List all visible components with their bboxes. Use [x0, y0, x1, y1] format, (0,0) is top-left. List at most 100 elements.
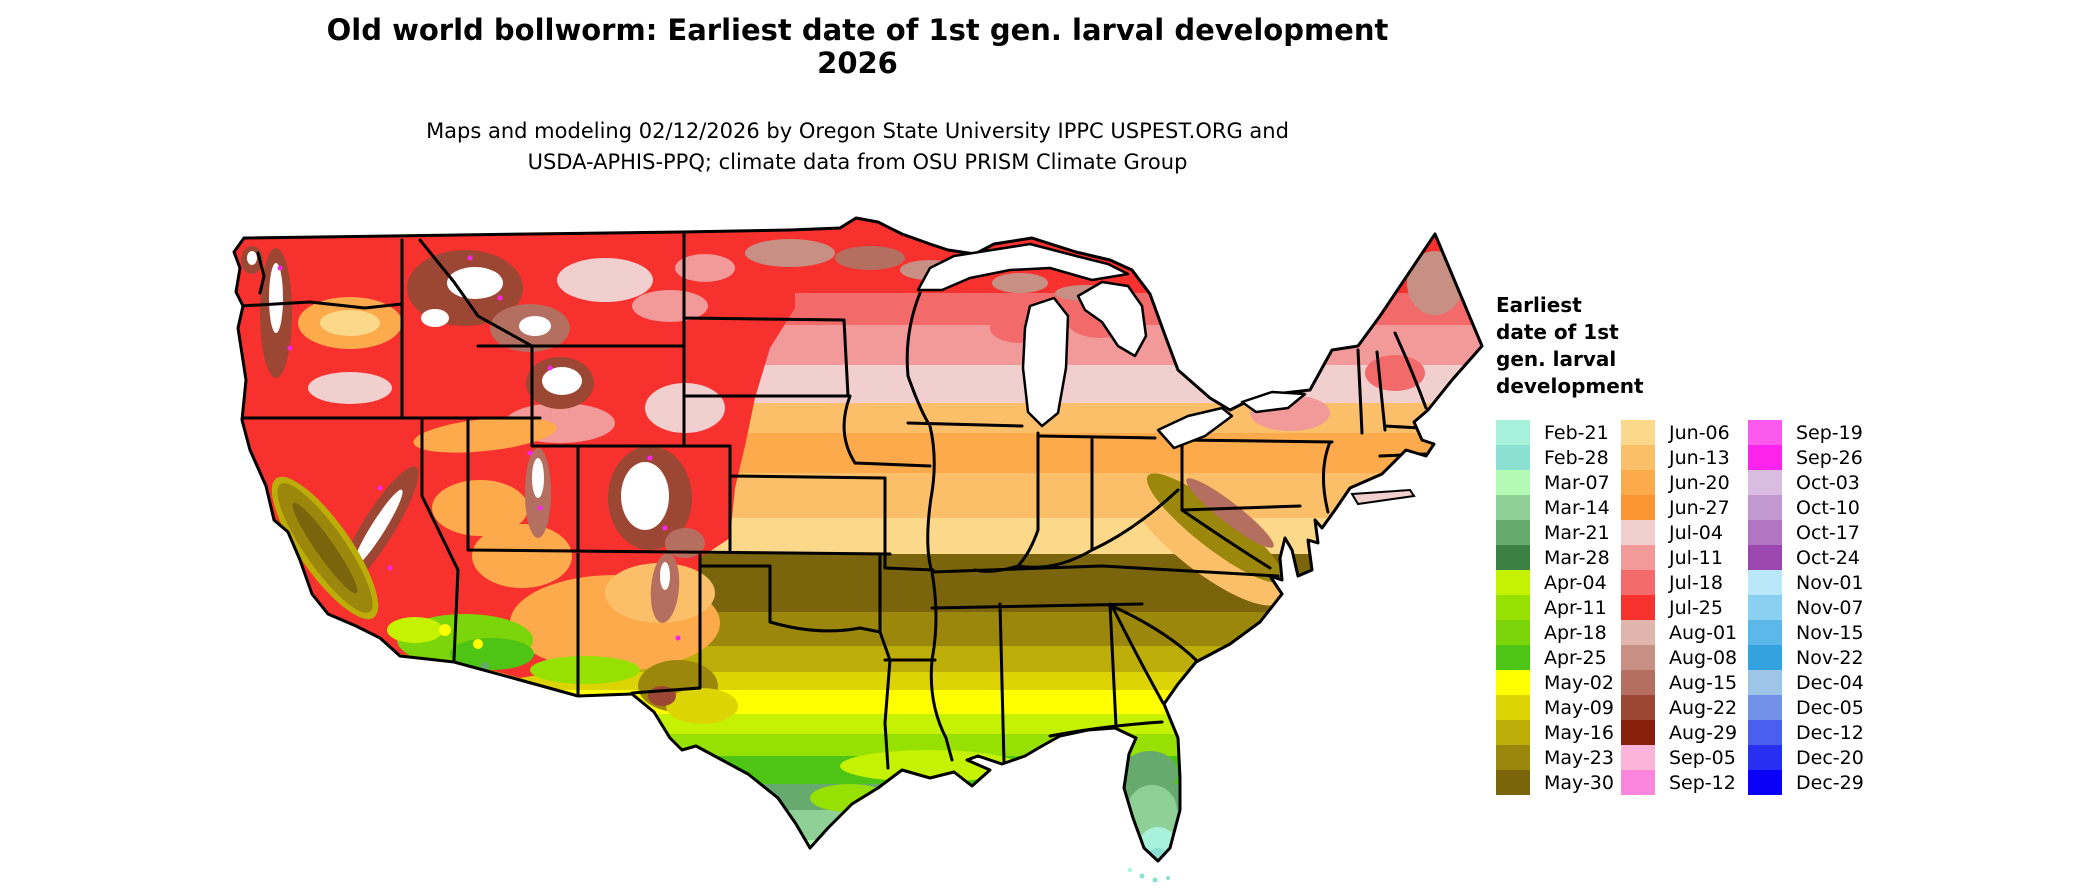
- subtitle-block: Maps and modeling 02/12/2026 by Oregon S…: [230, 116, 1485, 178]
- legend-swatch: [1621, 495, 1655, 520]
- legend-label: Jul-18: [1669, 571, 1723, 594]
- legend-entry: Dec-20: [1748, 745, 1864, 770]
- legend-label: Jun-13: [1669, 446, 1730, 469]
- legend-label: Mar-21: [1544, 521, 1610, 544]
- legend-swatch: [1496, 470, 1530, 495]
- legend-swatch: [1748, 445, 1782, 470]
- legend-label: Sep-19: [1796, 421, 1863, 444]
- legend-column-1: Feb-21 Feb-28 Mar-07 Mar-14 Mar-21 Mar-28 Apr-…: [1496, 420, 1614, 795]
- legend-entry: Jun-13: [1621, 445, 1737, 470]
- legend-entry: Oct-17: [1748, 520, 1864, 545]
- legend-entry: Jun-20: [1621, 470, 1737, 495]
- legend-swatch: [1496, 620, 1530, 645]
- legend-entry: Mar-14: [1496, 495, 1614, 520]
- legend-label: Jun-27: [1669, 496, 1730, 519]
- legend-swatch: [1496, 420, 1530, 445]
- legend-label: May-16: [1544, 721, 1614, 744]
- legend-entry: May-09: [1496, 695, 1614, 720]
- legend-label: Dec-04: [1796, 671, 1864, 694]
- legend-label: Mar-14: [1544, 496, 1610, 519]
- legend-swatch: [1748, 570, 1782, 595]
- legend-label: Apr-11: [1544, 596, 1607, 619]
- legend-swatch: [1496, 720, 1530, 745]
- legend-swatch: [1748, 745, 1782, 770]
- map-outline: [232, 216, 1484, 863]
- legend-label: Sep-12: [1669, 771, 1736, 794]
- map-subtitle-line1: Maps and modeling 02/12/2026 by Oregon S…: [426, 119, 1289, 143]
- legend-swatch: [1748, 720, 1782, 745]
- legend-label: Mar-07: [1544, 471, 1610, 494]
- legend-swatch: [1621, 520, 1655, 545]
- legend-swatch: [1621, 670, 1655, 695]
- legend-entry: Apr-04: [1496, 570, 1614, 595]
- legend-label: Jul-04: [1669, 521, 1723, 544]
- legend-title-line1: Earliest: [1496, 293, 1582, 317]
- legend-entry: May-16: [1496, 720, 1614, 745]
- legend-entry: Nov-01: [1748, 570, 1864, 595]
- legend-label: Oct-24: [1796, 546, 1860, 569]
- legend-entry: Aug-01: [1621, 620, 1737, 645]
- legend-entry: Apr-18: [1496, 620, 1614, 645]
- legend-swatch: [1621, 470, 1655, 495]
- legend-swatch: [1496, 495, 1530, 520]
- legend-column-2: Jun-06 Jun-13 Jun-20 Jun-27 Jul-04 Jul-11 Jul-…: [1621, 420, 1737, 795]
- title-block: Old world bollworm: Earliest date of 1st…: [230, 14, 1485, 80]
- lake-erie: [1156, 406, 1234, 450]
- legend-entry: Jul-18: [1621, 570, 1737, 595]
- legend-swatch: [1748, 595, 1782, 620]
- legend-swatch: [1621, 645, 1655, 670]
- legend-label: Dec-05: [1796, 696, 1864, 719]
- legend-label: Nov-15: [1796, 621, 1864, 644]
- legend-swatch: [1621, 420, 1655, 445]
- map-state-borders: [236, 230, 1428, 770]
- legend-entry: Jul-25: [1621, 595, 1737, 620]
- legend-swatch: [1748, 495, 1782, 520]
- legend-entry: Apr-25: [1496, 645, 1614, 670]
- map-title-line1: Old world bollworm: Earliest date of 1st…: [326, 13, 1389, 47]
- legend-swatch: [1621, 545, 1655, 570]
- legend-label: Feb-21: [1544, 421, 1609, 444]
- legend-swatch: [1748, 770, 1782, 795]
- legend-column-3: Sep-19 Sep-26 Oct-03 Oct-10 Oct-17 Oct-24 Nov-…: [1748, 420, 1864, 795]
- legend-swatch: [1748, 645, 1782, 670]
- legend-label: Apr-04: [1544, 571, 1607, 594]
- legend-swatch: [1621, 695, 1655, 720]
- legend-swatch: [1621, 745, 1655, 770]
- legend-entry: Aug-15: [1621, 670, 1737, 695]
- legend-entry: Feb-28: [1496, 445, 1614, 470]
- lake-ontario: [1240, 390, 1307, 414]
- legend-entry: Mar-21: [1496, 520, 1614, 545]
- legend-entry: Sep-19: [1748, 420, 1864, 445]
- legend-entry: Dec-05: [1748, 695, 1864, 720]
- legend-label: Oct-03: [1796, 471, 1860, 494]
- legend-label: Oct-17: [1796, 521, 1860, 544]
- lake-superior: [916, 242, 1130, 292]
- map-title-line2: 2026: [817, 46, 898, 80]
- legend-swatch: [1748, 670, 1782, 695]
- map-west-region: [234, 218, 795, 724]
- legend-entry: Oct-03: [1748, 470, 1864, 495]
- legend-swatch: [1496, 520, 1530, 545]
- legend-label: Aug-01: [1669, 621, 1738, 644]
- lake-michigan: [1021, 296, 1070, 428]
- legend-swatch: [1621, 570, 1655, 595]
- legend-entry: Sep-12: [1621, 770, 1737, 795]
- map-subtitle-line2: USDA-APHIS-PPQ; climate data from OSU PR…: [527, 150, 1188, 174]
- legend-label: Aug-22: [1669, 696, 1738, 719]
- legend-swatch: [1748, 620, 1782, 645]
- legend-label: May-02: [1544, 671, 1614, 694]
- legend-swatch: [1748, 545, 1782, 570]
- legend-title-line3: gen. larval: [1496, 347, 1617, 371]
- legend-label: Mar-28: [1544, 546, 1610, 569]
- lake-huron: [1076, 280, 1148, 358]
- legend-swatch: [1496, 595, 1530, 620]
- legend-entry: Oct-24: [1748, 545, 1864, 570]
- us-map-container: [230, 198, 1485, 892]
- us-map: [232, 216, 1484, 883]
- legend-title-line2: date of 1st: [1496, 320, 1619, 344]
- legend: Earliest date of 1st gen. larval develop…: [1496, 292, 1926, 795]
- legend-label: May-09: [1544, 696, 1614, 719]
- legend-label: Dec-20: [1796, 746, 1864, 769]
- legend-label: Apr-25: [1544, 646, 1607, 669]
- legend-swatch: [1496, 445, 1530, 470]
